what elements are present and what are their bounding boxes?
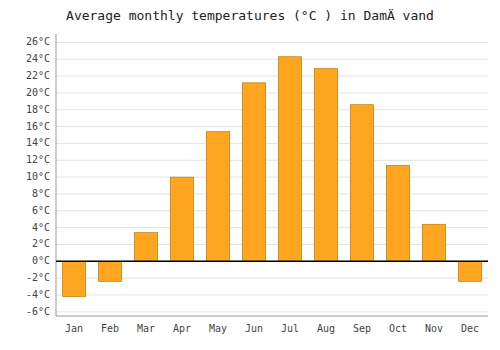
- grid-line: [56, 311, 488, 312]
- x-tick-label: Mar: [137, 323, 155, 334]
- title: Average monthly temperatures (°C ) in Da…: [66, 8, 434, 23]
- bar: [350, 105, 373, 262]
- chart-svg: Average monthly temperatures (°C ) in Da…: [0, 0, 500, 350]
- grid-line: [56, 210, 488, 211]
- grid-line: [56, 261, 488, 262]
- y-tick-label: 8°C: [32, 188, 50, 199]
- grid-line: [56, 59, 488, 60]
- x-tick-label: Aug: [317, 323, 335, 334]
- grid-line: [56, 160, 488, 161]
- x-axis: Jan Feb Mar Apr May Jun Jul Aug Sep Oct Nov Dec: [56, 316, 488, 334]
- bar: [314, 69, 337, 262]
- y-axis-line: [56, 34, 57, 316]
- x-tick-label: Oct: [389, 323, 407, 334]
- x-tick-label: Sep: [353, 323, 371, 334]
- grid-line: [56, 76, 488, 77]
- bar: [98, 261, 121, 281]
- grid-line: [56, 294, 488, 295]
- page: {"chart_data": {"type": "bar", "title": …: [0, 0, 500, 350]
- x-tick-label: May: [209, 323, 227, 334]
- y-tick-label: 12°C: [26, 154, 50, 165]
- x-tick-label: Feb: [101, 323, 119, 334]
- grid-line: [56, 42, 488, 43]
- grid-line: [56, 92, 488, 93]
- bar: [242, 83, 265, 261]
- zero-line: [56, 261, 488, 263]
- grid-line: [56, 193, 488, 194]
- y-tick-label: 22°C: [26, 70, 50, 81]
- y-grid: [56, 42, 488, 311]
- y-tick-label: 10°C: [26, 171, 50, 182]
- bar: [134, 233, 157, 262]
- y-tick-label: 14°C: [26, 137, 50, 148]
- x-tick-label: Jul: [281, 323, 299, 334]
- x-tick-label: Apr: [173, 323, 191, 334]
- chart-container: Average monthly temperatures (°C ) in Da…: [0, 0, 500, 350]
- y-tick-label: 6°C: [32, 205, 50, 216]
- y-tick-label: -6°C: [26, 306, 50, 317]
- bar: [170, 177, 193, 261]
- bar: [458, 261, 481, 281]
- y-tick-label: 26°C: [26, 36, 50, 47]
- bar: [386, 165, 409, 261]
- y-axis: -6°C -4°C -2°C 0°C 2°C 4°C 6°C 8°C 10°C 12°C 14°C 1…: [26, 34, 56, 317]
- grid-line: [56, 143, 488, 144]
- y-tick-label: 18°C: [26, 104, 50, 115]
- x-tick-label: Jan: [65, 323, 83, 334]
- y-tick-label: 20°C: [26, 87, 50, 98]
- bar: [278, 57, 301, 262]
- y-tick-label: -4°C: [26, 289, 50, 300]
- bars: [56, 57, 488, 297]
- x-tick-label: Nov: [425, 323, 443, 334]
- y-tick-label: 4°C: [32, 222, 50, 233]
- y-tick-label: -2°C: [26, 272, 50, 283]
- grid-line: [56, 109, 488, 110]
- grid-line: [56, 177, 488, 178]
- y-tick-label: 0°C: [32, 255, 50, 266]
- y-tick-label: 16°C: [26, 121, 50, 132]
- x-tick-label: Dec: [461, 323, 479, 334]
- bar: [206, 132, 229, 262]
- bar: [422, 224, 445, 261]
- y-tick-label: 2°C: [32, 238, 50, 249]
- x-axis-line: [56, 316, 488, 317]
- x-tick-label: Jun: [245, 323, 263, 334]
- grid-line: [56, 126, 488, 127]
- bar: [62, 261, 85, 296]
- y-tick-label: 24°C: [26, 53, 50, 64]
